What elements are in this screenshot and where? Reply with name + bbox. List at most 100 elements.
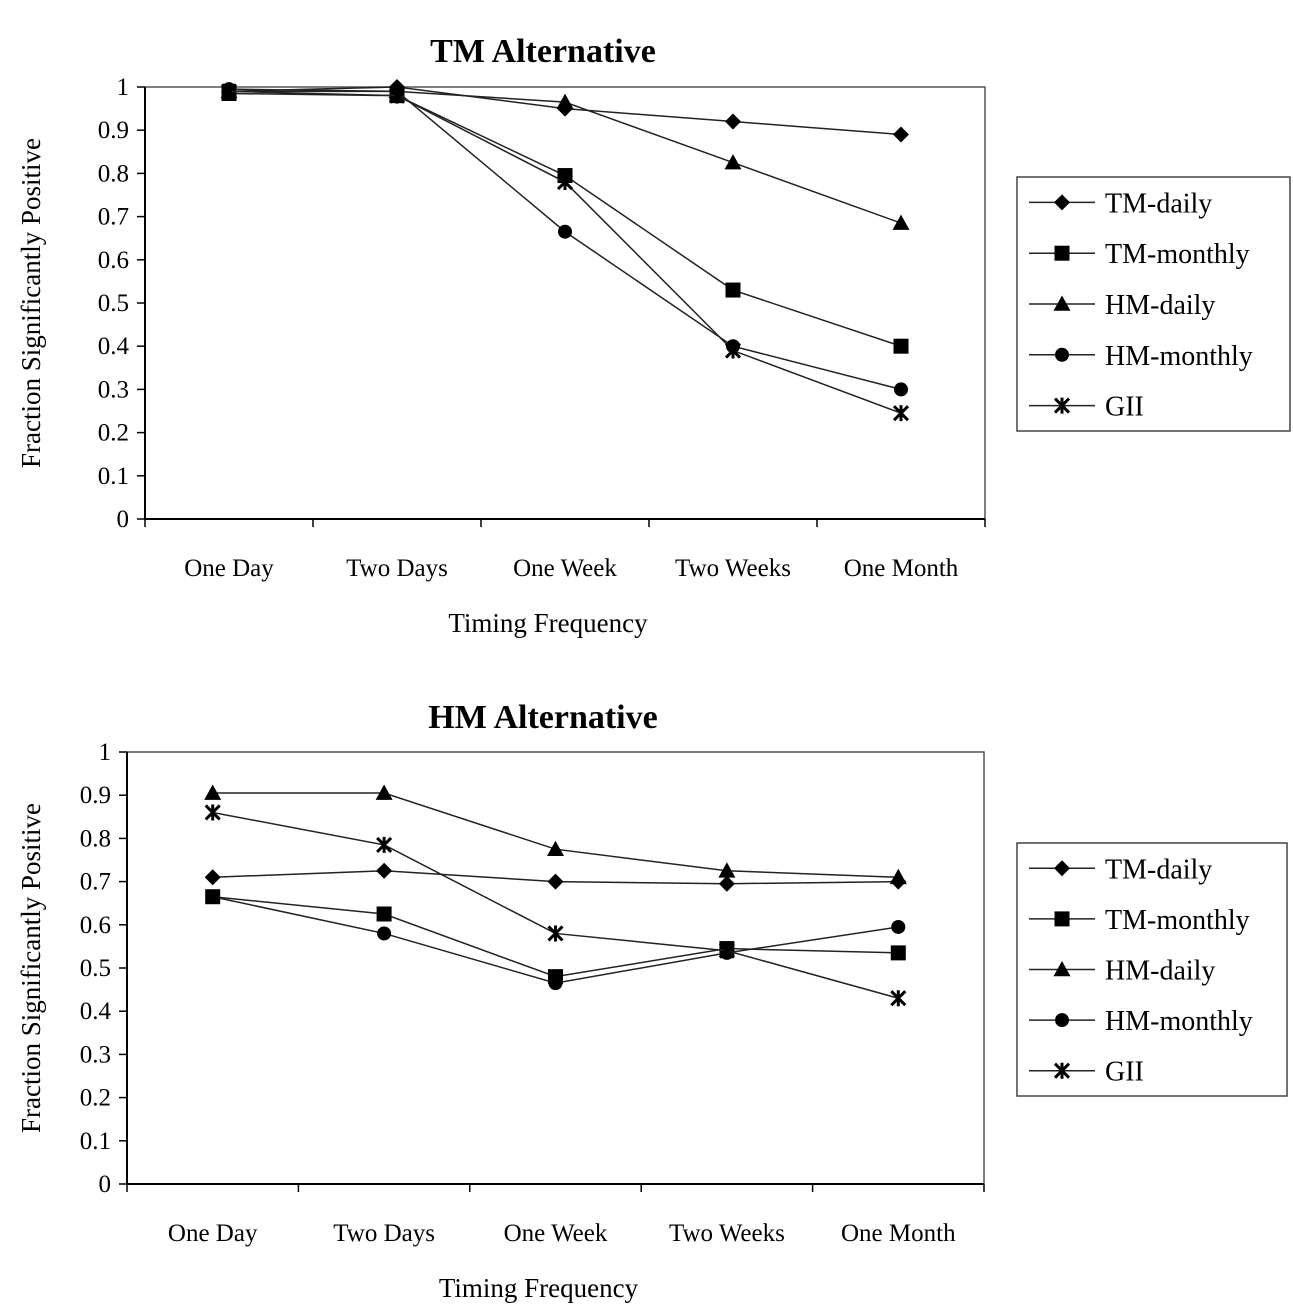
hm-alternative-series-hm-monthly-point <box>891 919 906 934</box>
tm-alternative-series-tm-daily <box>221 79 909 143</box>
tm-alternative-xtick-label-one-day: One Day <box>184 555 274 582</box>
tm-alternative-series-hm-monthly <box>222 82 908 397</box>
tm-alternative-ytick-label: 0.4 <box>98 333 130 360</box>
hm-alternative-y-axis-label: Fraction Significantly Positive <box>16 803 46 1133</box>
hm-alternative-series-tm-monthly-point <box>890 945 906 961</box>
tm-alternative-series-hm-daily-point <box>556 93 574 109</box>
tm-alternative-legend-gii-swatch-marker <box>1053 397 1071 414</box>
tm-alternative-series-gii-point <box>220 83 238 100</box>
hm-alternative-ytick-label: 0.4 <box>80 998 112 1025</box>
tm-alternative-series-tm-daily-point <box>893 126 909 143</box>
tm-alternative-y-axis-label: Fraction Significantly Positive <box>16 138 46 468</box>
chart-hm-alternative-svg: HM Alternative 0 0.1 0.2 0.3 0.4 0.5 0.6 0.7 0.8 0… <box>16 699 1288 1303</box>
hm-alternative-ytick-label: 0.8 <box>80 825 111 852</box>
hm-alternative-series-hm-monthly-point <box>548 976 563 991</box>
tm-alternative-ytick-label: 0.9 <box>98 117 129 144</box>
tm-alternative-series-hm-monthly-line <box>228 88 902 391</box>
hm-alternative-series-hm-daily-point <box>718 862 736 878</box>
hm-alternative-legend-tm-monthly-label: TM-monthly <box>1105 905 1250 936</box>
hm-alternative-xtick-label-one-week: One Week <box>504 1220 608 1247</box>
hm-alternative-series-gii-point <box>718 942 735 959</box>
tm-alternative-plot-area <box>144 86 986 520</box>
tm-alternative-series-tm-daily-point <box>725 113 741 130</box>
hm-alternative-series-hm-daily-point <box>375 784 393 800</box>
tm-alternative-series-hm-monthly-point <box>558 224 572 239</box>
tm-alternative-series-tm-monthly <box>221 85 909 354</box>
hm-alternative-series-hm-daily-point <box>889 868 907 885</box>
tm-alternative-series-hm-daily <box>220 82 910 230</box>
tm-alternative-legend-tm-monthly-label: TM-monthly <box>1105 239 1250 270</box>
tm-alternative-legend-hm-monthly-label: HM-monthly <box>1105 341 1253 372</box>
tm-alternative-ytick-label: 0.8 <box>98 160 129 187</box>
hm-alternative-series-tm-daily-point <box>718 875 735 892</box>
tm-alternative-series-tm-monthly-line <box>228 92 902 347</box>
tm-alternative-series-gii-line <box>228 90 902 414</box>
tm-alternative-ytick-label: 0.6 <box>98 247 129 274</box>
tm-alternative-ytick-label: 0 <box>117 506 130 533</box>
hm-alternative-series-gii-point <box>890 990 907 1007</box>
tm-alternative-legend-hm-monthly-swatch-marker <box>1055 347 1069 362</box>
hm-alternative-series-hm-monthly-point <box>205 889 220 904</box>
hm-alternative-series-hm-monthly-point <box>377 926 392 941</box>
hm-alternative-legend-hm-daily-swatch-marker <box>1053 961 1071 977</box>
hm-alternative-ytick-label: 0.9 <box>80 782 111 809</box>
hm-alternative-legend: TM-daily TM-monthly HM-daily HM-monthly GII <box>1016 842 1288 1097</box>
tm-alternative-ytick-label: 1 <box>117 74 130 101</box>
tm-alternative-series-hm-daily-point <box>724 154 742 170</box>
hm-alternative-series-tm-daily <box>204 862 907 892</box>
tm-alternative-series-tm-monthly-point <box>725 282 741 298</box>
hm-alternative-series-tm-daily-point <box>547 873 564 890</box>
tm-alternative-ytick-label: 0.1 <box>98 463 129 490</box>
hm-alternative-xtick-label-two-weeks: Two Weeks <box>669 1220 785 1247</box>
hm-alternative-title: HM Alternative <box>428 699 657 736</box>
hm-alternative-ytick-label: 0 <box>99 1171 112 1198</box>
hm-alternative-series-tm-monthly-point <box>376 906 392 922</box>
tm-alternative-ytick-label: 0.3 <box>98 376 129 403</box>
tm-alternative-legend-tm-monthly-swatch-marker <box>1054 245 1070 261</box>
hm-alternative-series-gii-point <box>376 836 393 853</box>
tm-alternative-series-gii-point <box>892 405 910 422</box>
hm-alternative-series-hm-daily <box>204 784 907 885</box>
hm-alternative-legend-hm-daily-label: HM-daily <box>1105 956 1215 987</box>
tm-alternative-xtick-label-two-days: Two Days <box>346 555 448 582</box>
tm-alternative-series-hm-monthly-point <box>894 382 908 397</box>
hm-alternative-legend-hm-monthly-swatch-marker <box>1055 1013 1069 1028</box>
chart-tm-alternative: TM Alternative 0 0.1 0.2 0.3 0.4 0.5 0.6 0.7 0.8 0… <box>0 0 1293 655</box>
hm-alternative-series-gii-point <box>204 804 221 821</box>
hm-alternative-legend-gii-swatch-marker <box>1053 1062 1071 1079</box>
hm-alternative-legend-tm-monthly-swatch-marker <box>1054 911 1070 927</box>
hm-alternative-ytick-label: 0.1 <box>80 1128 111 1155</box>
chart-hm-alternative: HM Alternative 0 0.1 0.2 0.3 0.4 0.5 0.6 0.7 0.8 0… <box>0 665 1293 1316</box>
hm-alternative-xtick-label-one-month: One Month <box>841 1220 956 1247</box>
hm-alternative-series-tm-daily-point <box>376 862 393 879</box>
hm-alternative-ytick-label: 0.5 <box>80 955 111 982</box>
hm-alternative-legend-hm-monthly-label: HM-monthly <box>1105 1006 1253 1037</box>
tm-alternative-xtick-label-one-month: One Month <box>844 555 959 582</box>
hm-alternative-x-axis-label: Timing Frequency <box>439 1273 639 1303</box>
tm-alternative-ytick-label: 0.5 <box>98 290 129 317</box>
chart-tm-alternative-svg: TM Alternative 0 0.1 0.2 0.3 0.4 0.5 0.6 0.7 0.8 0… <box>16 33 1291 638</box>
tm-alternative-series-tm-monthly-point <box>893 338 909 354</box>
hm-alternative-ytick-label: 0.7 <box>80 869 111 896</box>
hm-alternative-legend-tm-daily-swatch-marker <box>1054 860 1070 877</box>
tm-alternative-series-gii <box>220 83 910 422</box>
tm-alternative-series-gii-point <box>724 342 742 359</box>
tm-alternative-x-axis-label: Timing Frequency <box>448 608 648 638</box>
hm-alternative-plot-area <box>126 751 985 1185</box>
tm-alternative-series-gii-point <box>556 173 574 191</box>
hm-alternative-series-hm-daily-point <box>547 840 564 856</box>
tm-alternative-legend-hm-daily-swatch-marker <box>1053 295 1071 311</box>
hm-alternative-ytick-label: 0.3 <box>80 1041 111 1068</box>
hm-alternative-xtick-label-two-days: Two Days <box>333 1220 435 1247</box>
hm-alternative-ytick-label: 1 <box>99 739 112 766</box>
tm-alternative-ytick-label: 0.2 <box>98 420 129 447</box>
tm-alternative-series-hm-daily-point <box>892 214 910 230</box>
hm-alternative-xtick-label-one-day: One Day <box>168 1220 258 1247</box>
tm-alternative-ytick-label: 0.7 <box>98 204 129 231</box>
tm-alternative-xtick-label-two-weeks: Two Weeks <box>675 555 791 582</box>
hm-alternative-series-gii-point <box>547 925 564 942</box>
hm-alternative-series-tm-daily-point <box>204 869 221 886</box>
tm-alternative-title: TM Alternative <box>430 33 656 70</box>
tm-alternative-legend-tm-daily-swatch-marker <box>1054 194 1070 211</box>
hm-alternative-legend-tm-daily-label: TM-daily <box>1105 854 1212 885</box>
